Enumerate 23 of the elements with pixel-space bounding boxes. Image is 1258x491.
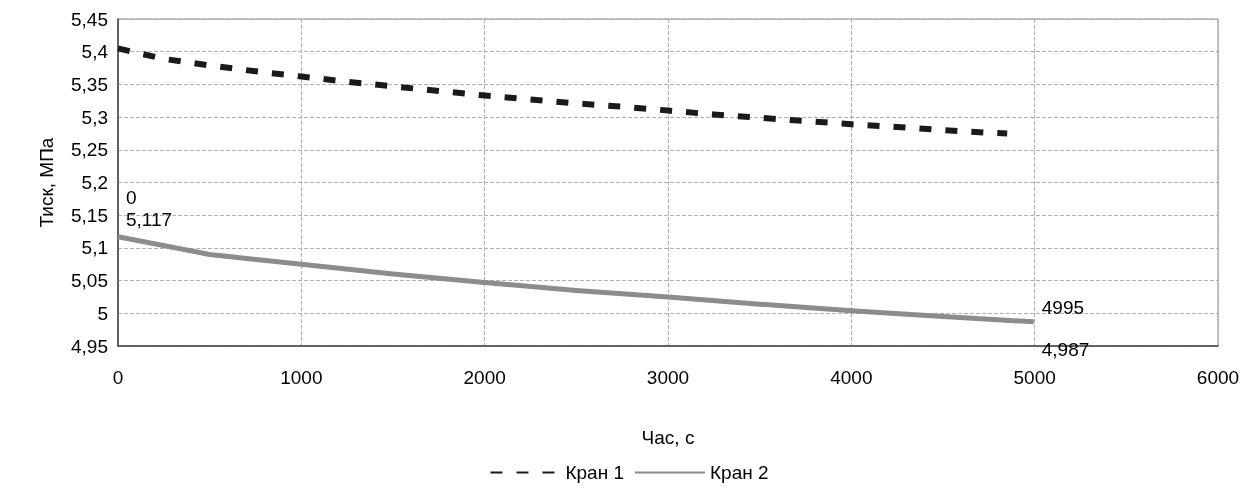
x-tick-label: 2000	[463, 367, 506, 388]
y-tick-label: 5,4	[81, 41, 109, 63]
legend-label: Кран 2	[710, 462, 769, 483]
x-axis-title: Час, с	[641, 427, 695, 448]
x-tick-label: 6000	[1196, 367, 1240, 388]
x-tick-label: 4000	[830, 367, 873, 388]
y-tick-label: 5,2	[81, 172, 108, 193]
x-tick-label: 5000	[1013, 367, 1056, 388]
y-tick-label: 5,15	[71, 204, 108, 226]
x-tick-label: 0	[112, 367, 124, 388]
legend-label: Кран 1	[565, 462, 625, 483]
y-tick-label: 5,1	[81, 237, 108, 259]
y-tick-label: 5,05	[71, 270, 108, 292]
annotation: 0 5,117	[126, 187, 173, 231]
x-tick-label: 1000	[280, 367, 323, 388]
y-tick-label: 5,35	[71, 73, 108, 95]
y-tick-label: 5,25	[71, 139, 108, 161]
y-tick-label: 5,45	[71, 8, 108, 30]
y-axis-title: Тиск, МПа	[36, 137, 57, 228]
y-tick-label: 5	[97, 302, 108, 324]
y-tick-label: 5,3	[81, 106, 108, 128]
x-tick-label: 3000	[646, 367, 690, 388]
y-tick-label: 4,95	[71, 335, 108, 357]
